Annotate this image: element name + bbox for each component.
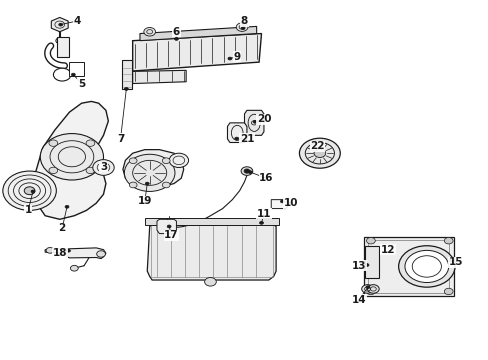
Bar [363, 237, 453, 296]
Text: 8: 8 [241, 16, 247, 26]
Circle shape [49, 140, 58, 147]
Circle shape [227, 57, 231, 60]
Text: 5: 5 [78, 78, 85, 89]
Bar [122, 60, 131, 89]
Text: 17: 17 [164, 230, 179, 240]
Circle shape [162, 158, 170, 163]
Circle shape [169, 153, 188, 167]
Circle shape [31, 190, 35, 193]
Polygon shape [157, 219, 176, 234]
Circle shape [167, 225, 171, 228]
Text: 3: 3 [100, 162, 107, 172]
Text: 13: 13 [351, 261, 365, 271]
Circle shape [124, 87, 128, 90]
Circle shape [241, 167, 252, 175]
Polygon shape [132, 70, 186, 84]
Circle shape [365, 264, 368, 266]
Text: 20: 20 [256, 114, 271, 124]
Circle shape [162, 182, 170, 188]
Circle shape [24, 187, 35, 195]
Circle shape [248, 171, 252, 174]
Circle shape [71, 73, 75, 76]
Circle shape [444, 288, 452, 295]
Circle shape [97, 251, 105, 257]
Circle shape [70, 265, 78, 271]
Text: 6: 6 [172, 27, 180, 37]
Polygon shape [45, 248, 106, 258]
Circle shape [280, 200, 284, 203]
Bar [151, 225, 272, 277]
Bar [57, 37, 69, 57]
Circle shape [93, 159, 114, 175]
Circle shape [143, 27, 155, 36]
Circle shape [361, 285, 372, 293]
Text: 7: 7 [117, 134, 124, 144]
Polygon shape [244, 111, 264, 135]
Circle shape [366, 286, 369, 289]
Text: 14: 14 [351, 295, 366, 305]
Circle shape [299, 138, 340, 168]
Circle shape [259, 221, 263, 224]
Text: 2: 2 [59, 223, 66, 233]
Circle shape [366, 238, 374, 244]
Circle shape [398, 246, 454, 287]
Bar [365, 246, 378, 278]
Circle shape [145, 182, 149, 185]
Text: 11: 11 [256, 209, 271, 219]
Polygon shape [147, 223, 276, 280]
Circle shape [129, 158, 137, 163]
Polygon shape [122, 150, 183, 187]
Circle shape [124, 154, 175, 192]
Circle shape [448, 259, 452, 262]
Circle shape [367, 285, 378, 293]
Text: 10: 10 [283, 198, 297, 208]
Text: 16: 16 [259, 173, 273, 183]
Circle shape [253, 120, 257, 123]
Polygon shape [271, 200, 290, 208]
Circle shape [234, 137, 238, 140]
Circle shape [56, 38, 63, 44]
Circle shape [313, 149, 325, 157]
Circle shape [53, 68, 71, 81]
Circle shape [86, 140, 95, 147]
Polygon shape [51, 18, 68, 32]
Polygon shape [132, 33, 261, 71]
Circle shape [3, 171, 56, 210]
Circle shape [59, 23, 62, 26]
Bar [69, 62, 84, 76]
Text: 15: 15 [448, 257, 462, 267]
Text: 9: 9 [233, 52, 240, 62]
Polygon shape [227, 123, 246, 143]
Text: 4: 4 [73, 16, 81, 26]
Polygon shape [33, 102, 108, 219]
Text: 22: 22 [309, 141, 324, 151]
Circle shape [366, 288, 374, 295]
Circle shape [86, 167, 95, 174]
Circle shape [66, 249, 70, 252]
Circle shape [404, 250, 448, 283]
Circle shape [49, 167, 58, 174]
Circle shape [204, 278, 216, 286]
Circle shape [65, 205, 69, 208]
Circle shape [241, 27, 244, 30]
Circle shape [244, 169, 249, 173]
Circle shape [40, 134, 103, 180]
Circle shape [251, 121, 257, 125]
Circle shape [46, 248, 54, 253]
Circle shape [236, 23, 247, 31]
Circle shape [174, 37, 178, 40]
Bar [368, 240, 448, 293]
Circle shape [129, 182, 137, 188]
Text: 19: 19 [137, 197, 152, 206]
Text: 1: 1 [24, 205, 32, 215]
Text: 12: 12 [380, 245, 394, 255]
Text: 21: 21 [239, 134, 254, 144]
Polygon shape [140, 26, 256, 41]
Circle shape [444, 238, 452, 244]
Bar [144, 218, 278, 225]
Text: 18: 18 [52, 248, 67, 258]
